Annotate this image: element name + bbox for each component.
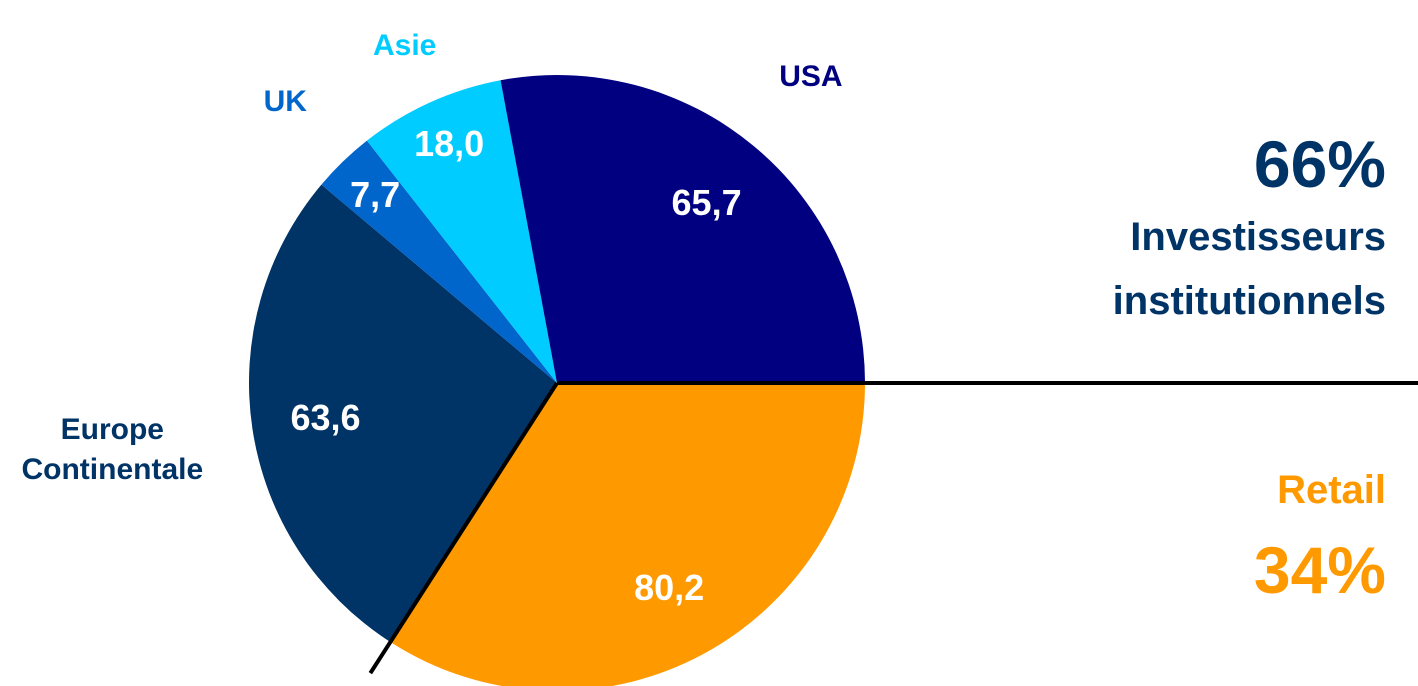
divider <box>368 381 559 675</box>
group-name: Investisseurs institutionnels <box>1112 215 1386 323</box>
category-label: USA <box>779 60 843 94</box>
pie-slice <box>366 80 557 383</box>
category-label: Europe Continentale <box>21 413 204 487</box>
value-label: 65,7 <box>671 181 742 223</box>
pie-slice <box>249 184 557 643</box>
value-label: 7,7 <box>350 173 401 215</box>
value-label: 63,6 <box>290 396 361 438</box>
value-label: 18,0 <box>414 123 485 165</box>
group-share: 34% <box>1253 533 1386 607</box>
category-label: Asie <box>373 29 437 63</box>
group-share: 66% <box>1253 127 1386 201</box>
pie-slice <box>500 75 865 383</box>
category-label: UK <box>263 84 307 118</box>
group-name: Retail <box>1277 468 1386 512</box>
value-label: 80,2 <box>634 567 705 609</box>
pie-slice <box>321 140 557 383</box>
